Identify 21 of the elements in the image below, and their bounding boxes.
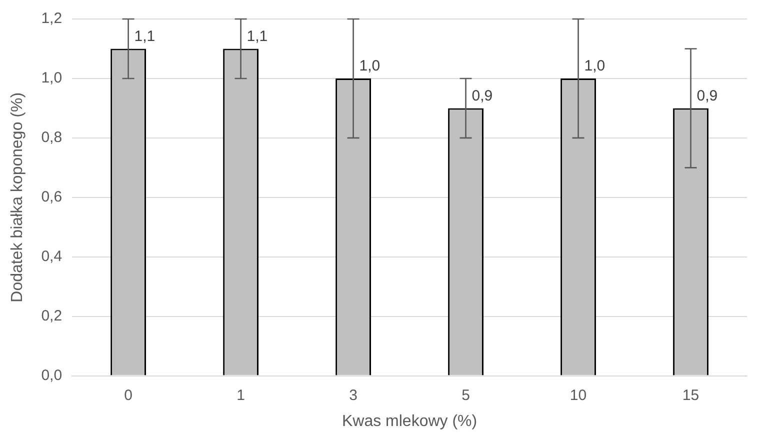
x-axis-title: Kwas mlekowy (%) [342, 412, 478, 430]
data-label: 1,0 [359, 58, 380, 75]
y-axis-title: Dodatek białka koponego (%) [9, 92, 26, 302]
data-label: 1,1 [246, 28, 268, 45]
data-label: 0,9 [696, 87, 718, 104]
x-tick-label: 10 [570, 386, 587, 404]
y-tick-label: 1,2 [41, 10, 62, 28]
y-tick-label: 1,0 [41, 70, 62, 87]
x-tick-label: 1 [236, 386, 245, 404]
y-tick-label: 0,8 [41, 129, 62, 146]
data-label: 0,9 [472, 87, 493, 104]
y-tick-label: 0,0 [41, 366, 62, 384]
x-tick-label: 3 [349, 386, 358, 404]
data-label: 1,0 [584, 58, 606, 75]
y-tick-label: 0,6 [41, 188, 62, 206]
y-tick-label: 0,2 [41, 307, 62, 324]
data-label: 1,1 [134, 28, 156, 45]
y-tick-label: 0,4 [41, 248, 62, 266]
x-tick-label: 0 [124, 386, 132, 404]
x-tick-label: 15 [682, 386, 700, 404]
x-tick-label: 5 [462, 386, 470, 404]
